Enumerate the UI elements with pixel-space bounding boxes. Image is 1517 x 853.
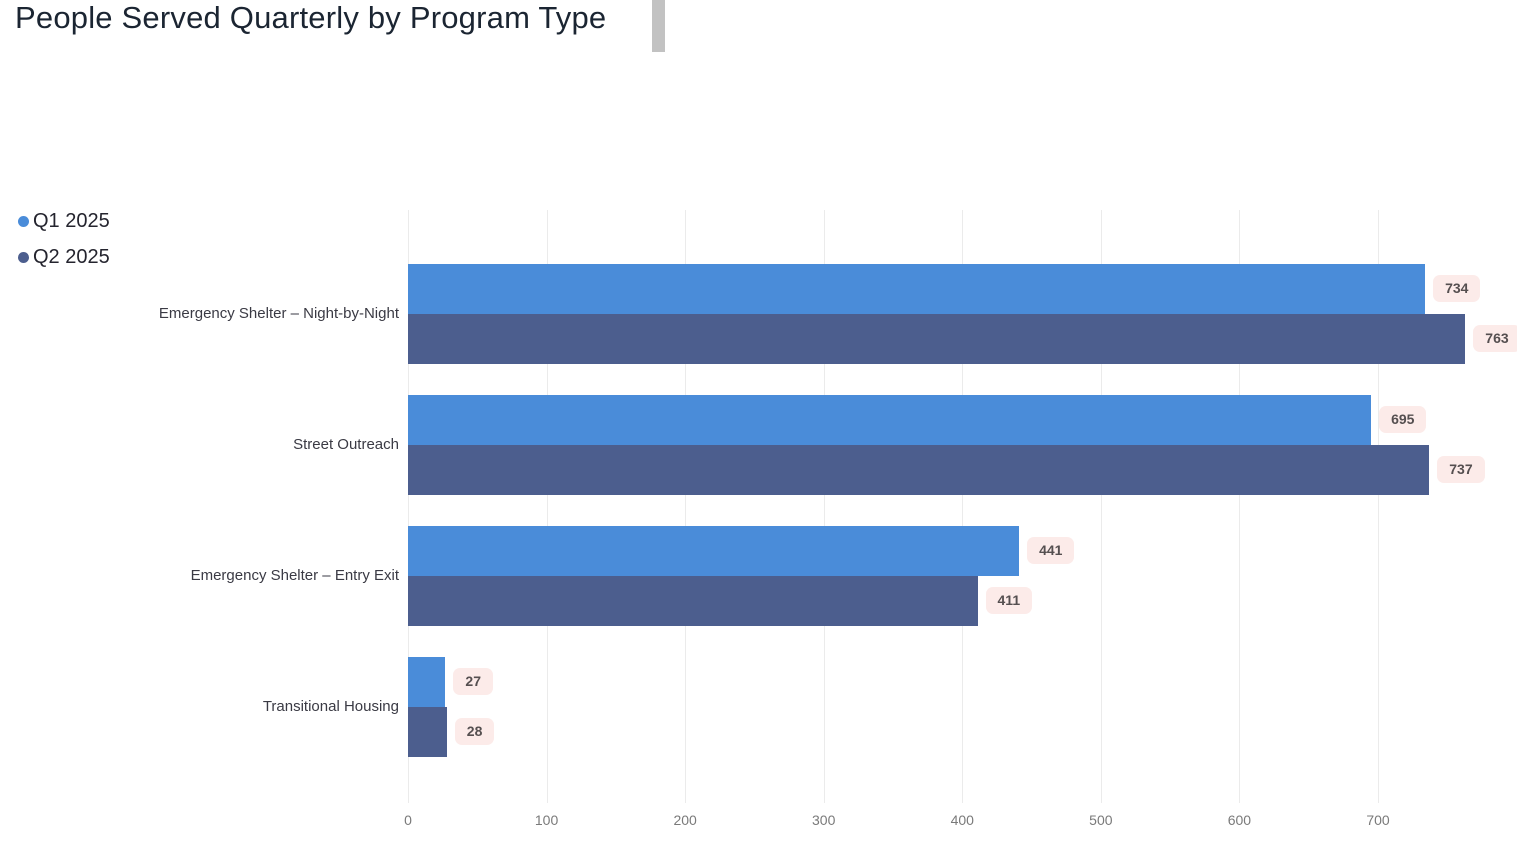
data-label: 27 bbox=[453, 667, 493, 695]
bar-q1-2025-category-3[interactable] bbox=[408, 657, 446, 707]
data-label: 763 bbox=[1473, 324, 1517, 352]
data-label: 411 bbox=[985, 586, 1033, 614]
legend-item-q2-2025[interactable]: Q2 2025 bbox=[18, 242, 110, 272]
data-label: 734 bbox=[1433, 274, 1481, 302]
data-label: 695 bbox=[1379, 405, 1427, 433]
gridline-600 bbox=[1239, 210, 1241, 803]
data-label: 441 bbox=[1027, 536, 1075, 564]
data-label: 28 bbox=[454, 717, 495, 745]
gridline-0 bbox=[408, 210, 409, 803]
gridline-200 bbox=[685, 210, 687, 803]
x-axis-tick-label: 0 bbox=[404, 812, 412, 828]
bar-q1-2025-category-1[interactable] bbox=[408, 395, 1372, 445]
bar-q2-2025-category-1[interactable] bbox=[408, 445, 1430, 495]
bar-q2-2025-category-2[interactable] bbox=[408, 576, 978, 626]
legend-label: Q1 2025 bbox=[33, 209, 110, 232]
gridline-700 bbox=[1378, 210, 1379, 803]
data-label: 737 bbox=[1437, 455, 1485, 483]
category-label: Street Outreach bbox=[293, 436, 399, 453]
gridline-300 bbox=[823, 210, 825, 803]
category-label: Emergency Shelter – Night-by-Night bbox=[158, 305, 399, 322]
title-scrollbar-thumb[interactable] bbox=[652, 0, 665, 52]
bar-q2-2025-category-0[interactable] bbox=[408, 314, 1466, 364]
legend-label: Q2 2025 bbox=[33, 245, 110, 268]
x-axis-tick-label: 500 bbox=[1089, 812, 1113, 828]
x-axis-tick-label: 100 bbox=[534, 812, 559, 828]
chart-title: People Served Quarterly by Program Type bbox=[15, 0, 607, 35]
bar-q1-2025-category-0[interactable] bbox=[408, 264, 1426, 314]
legend-dot-icon bbox=[18, 251, 29, 263]
x-axis-tick-label: 200 bbox=[673, 812, 697, 828]
gridline-100 bbox=[546, 210, 548, 803]
legend-item-q1-2025[interactable]: Q1 2025 bbox=[18, 206, 110, 236]
category-label: Emergency Shelter – Entry Exit bbox=[190, 567, 399, 584]
gridline-500 bbox=[1100, 210, 1102, 803]
legend-dot-icon bbox=[18, 215, 29, 227]
x-axis-tick-label: 600 bbox=[1227, 812, 1252, 828]
gridline-400 bbox=[962, 210, 964, 803]
x-axis-tick-label: 400 bbox=[950, 812, 974, 828]
bar-q1-2025-category-2[interactable] bbox=[408, 526, 1020, 576]
legend: Q1 2025 Q2 2025 bbox=[18, 206, 110, 278]
category-label: Transitional Housing bbox=[262, 698, 399, 715]
bar-q2-2025-category-3[interactable] bbox=[408, 707, 447, 757]
x-axis-tick-label: 300 bbox=[812, 812, 836, 828]
x-axis-tick-label: 700 bbox=[1366, 812, 1390, 828]
